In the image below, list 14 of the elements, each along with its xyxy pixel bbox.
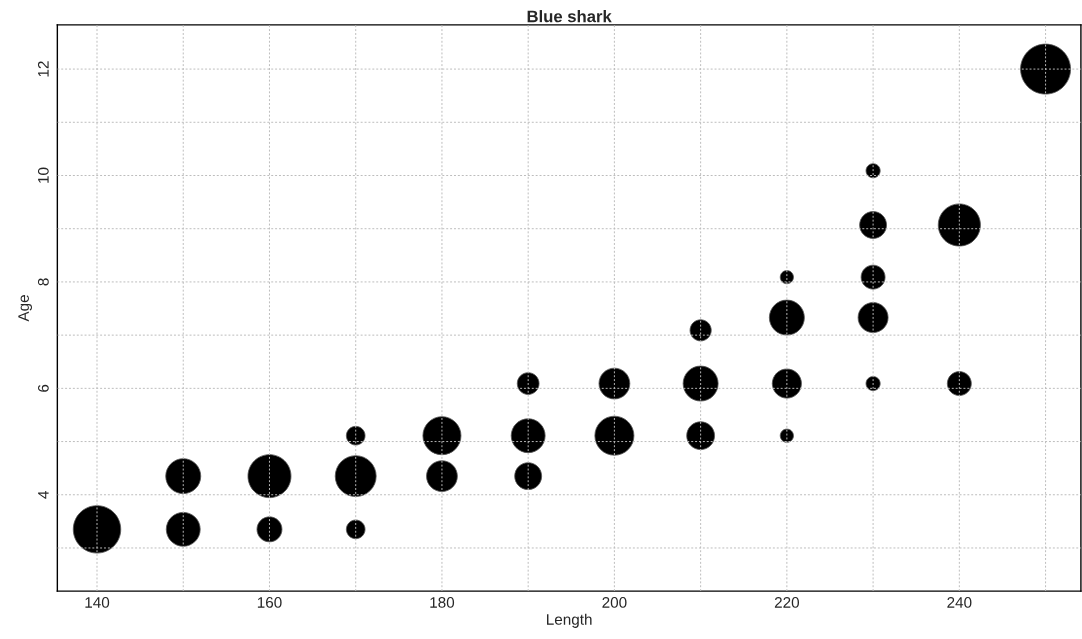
x-axis-title: Length	[547, 613, 592, 628]
y-tick-label: 6	[37, 384, 49, 392]
y-axis-title: Age	[18, 295, 32, 322]
y-tick-label: 4	[38, 490, 49, 499]
chart-title: Blue shark	[527, 10, 612, 23]
x-tick-label: 240	[947, 597, 972, 608]
x-tick-label: 160	[257, 597, 282, 608]
y-tick-label: 8	[37, 278, 49, 286]
x-tick-label: 180	[430, 597, 455, 608]
x-tick-label: 140	[85, 597, 110, 608]
x-tick-label: 220	[774, 597, 800, 608]
x-tick-label: 200	[602, 597, 627, 608]
y-tick-label: 12	[37, 61, 49, 77]
y-tick-label: 10	[37, 167, 49, 183]
